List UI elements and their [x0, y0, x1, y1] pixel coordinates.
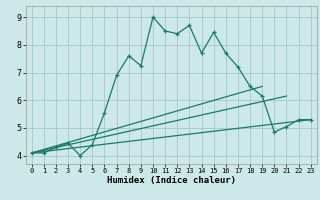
- X-axis label: Humidex (Indice chaleur): Humidex (Indice chaleur): [107, 176, 236, 185]
